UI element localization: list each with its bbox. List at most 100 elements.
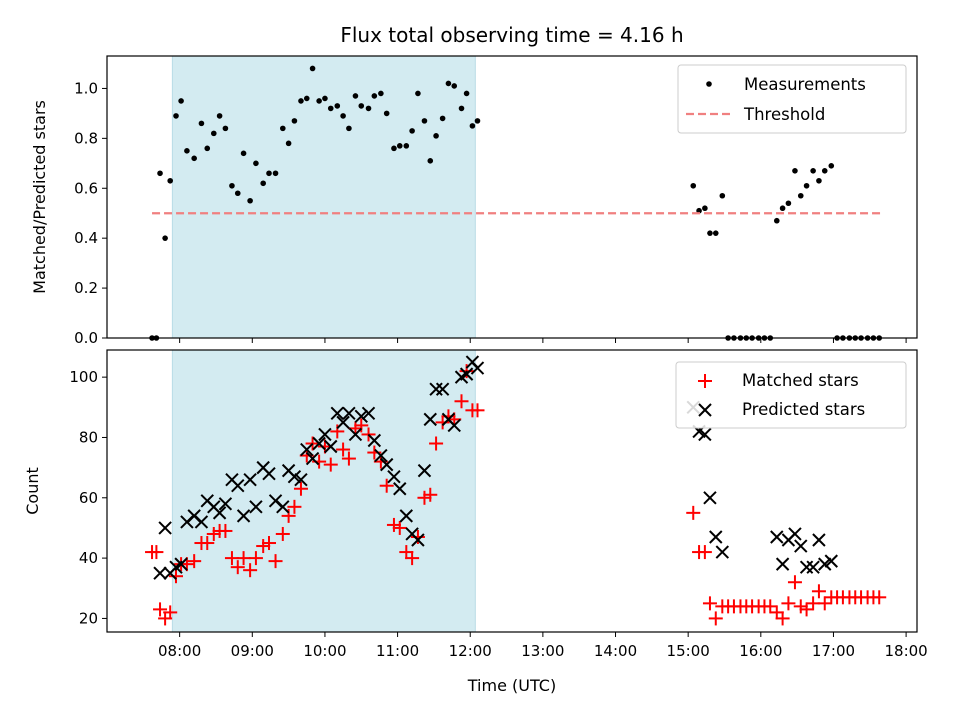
measurement-point bbox=[272, 170, 279, 177]
predicted-stars-point bbox=[788, 527, 802, 541]
predicted-stars-point bbox=[374, 448, 388, 463]
legend-threshold-label: Threshold bbox=[743, 105, 825, 124]
measurement-point bbox=[773, 217, 780, 224]
predicted-stars-point bbox=[361, 406, 376, 421]
measurement-point bbox=[234, 190, 241, 197]
measurement-point bbox=[391, 145, 397, 152]
measurement-point bbox=[445, 80, 452, 87]
top-legend-box bbox=[677, 64, 907, 134]
predicted-stars-point bbox=[218, 497, 233, 511]
predicted-stars-point bbox=[194, 515, 209, 529]
matched-stars-point bbox=[379, 478, 394, 493]
legend-matched-label: Matched stars bbox=[742, 371, 859, 390]
measurement-point bbox=[371, 93, 378, 99]
predicted-stars-point bbox=[806, 560, 820, 574]
y-tick-label: 1.0 bbox=[74, 79, 98, 97]
predicted-stars-point bbox=[770, 530, 784, 544]
matched-stars-point bbox=[769, 605, 784, 620]
predicted-stars-point bbox=[470, 361, 485, 375]
measurement-point bbox=[785, 200, 792, 207]
measurement-point bbox=[352, 93, 359, 99]
measurement-point bbox=[403, 143, 410, 149]
measurement-point bbox=[285, 140, 292, 147]
predicted-stars-point bbox=[818, 557, 832, 571]
matched-stars-point bbox=[218, 523, 233, 538]
predicted-stars-point bbox=[305, 451, 320, 466]
measurement-point bbox=[378, 90, 384, 97]
measurement-point bbox=[792, 167, 798, 174]
matched-stars-point bbox=[686, 505, 701, 520]
legend-predicted-label: Predicted stars bbox=[742, 400, 865, 419]
measurement-point bbox=[719, 192, 726, 199]
predicted-stars-point bbox=[231, 479, 245, 493]
top-panel-frame bbox=[106, 55, 918, 339]
predicted-stars-point bbox=[312, 436, 326, 451]
measurement-point bbox=[383, 110, 390, 117]
y-tick-label: 60 bbox=[79, 489, 98, 507]
legend-measurements-marker bbox=[706, 81, 712, 87]
predicted-stars-point bbox=[703, 491, 717, 505]
predicted-stars-point bbox=[158, 521, 172, 535]
matched-stars-point bbox=[262, 536, 276, 551]
predicted-stars-point bbox=[399, 509, 414, 523]
matched-stars-point bbox=[287, 499, 302, 514]
bottom-panel-counts: 20 40 60 80 100 08:00 09:00 10:00 11:00 12:00 13:… bbox=[23, 349, 928, 695]
legend-measurements-label: Measurements bbox=[744, 75, 866, 94]
bottom-legend: Matched stars Predicted stars bbox=[675, 361, 907, 429]
matched-stars-point bbox=[187, 554, 202, 569]
measurement-point bbox=[451, 83, 458, 89]
bottom-panel-data-layer bbox=[145, 355, 887, 626]
x-tick-label: 14:00 bbox=[594, 642, 637, 660]
matched-stars-point bbox=[206, 526, 221, 541]
y-tick-label: 0.6 bbox=[74, 179, 98, 197]
bottom-panel-y-ticks: 20 40 60 80 100 bbox=[69, 368, 107, 627]
top-panel-y-ticks: 0.0 0.2 0.4 0.6 0.8 1.0 bbox=[74, 79, 107, 347]
measurement-point bbox=[821, 167, 828, 174]
predicted-stars-point bbox=[354, 409, 368, 424]
predicted-stars-point bbox=[709, 530, 723, 544]
predicted-stars-point bbox=[262, 466, 276, 481]
y-tick-label: 100 bbox=[69, 368, 98, 386]
matched-stars-point bbox=[787, 575, 802, 590]
matched-stars-point bbox=[354, 418, 369, 433]
top-legend: Measurements Threshold bbox=[677, 64, 907, 134]
predicted-stars-point bbox=[812, 533, 826, 547]
matched-stars-point bbox=[163, 605, 178, 620]
measurement-point bbox=[816, 177, 822, 184]
measurement-point bbox=[458, 105, 465, 112]
matched-stars-point bbox=[775, 611, 790, 626]
measurement-point bbox=[322, 95, 328, 102]
x-axis-label: Time (UTC) bbox=[467, 676, 556, 695]
predicted-stars-point bbox=[318, 427, 332, 442]
matched-stars-point bbox=[248, 551, 263, 566]
measurement-point bbox=[433, 133, 439, 139]
matched-stars-point bbox=[697, 545, 712, 560]
predicted-stars-point bbox=[775, 557, 790, 571]
x-tick-label: 09:00 bbox=[231, 642, 274, 660]
measurement-point bbox=[309, 65, 316, 72]
matched-stars-point bbox=[872, 590, 887, 605]
matched-stars-point bbox=[149, 545, 164, 560]
predicted-stars-point bbox=[367, 433, 382, 448]
matched-stars-point bbox=[405, 551, 420, 566]
matched-stars-point bbox=[236, 551, 251, 566]
matched-stars-point bbox=[200, 536, 215, 551]
y-tick-label: 20 bbox=[79, 609, 98, 627]
matched-stars-point bbox=[230, 560, 245, 575]
y-tick-label: 0.4 bbox=[74, 229, 98, 247]
predicted-stars-point bbox=[429, 382, 443, 396]
measurement-point bbox=[346, 125, 352, 132]
matched-stars-point bbox=[336, 442, 351, 457]
measurement-point bbox=[463, 90, 470, 97]
measurement-point bbox=[260, 180, 266, 187]
measurement-point bbox=[797, 192, 804, 199]
predicted-stars-point bbox=[212, 506, 227, 520]
predicted-stars-point bbox=[393, 482, 407, 496]
measurement-point bbox=[240, 150, 247, 157]
measurement-point bbox=[198, 120, 205, 127]
predicted-stars-point bbox=[324, 439, 338, 454]
chart-title: Flux total observing time = 4.16 h bbox=[340, 23, 683, 47]
measurement-point bbox=[229, 182, 235, 189]
measurement-point bbox=[707, 230, 713, 236]
predicted-stars-point bbox=[799, 560, 814, 574]
